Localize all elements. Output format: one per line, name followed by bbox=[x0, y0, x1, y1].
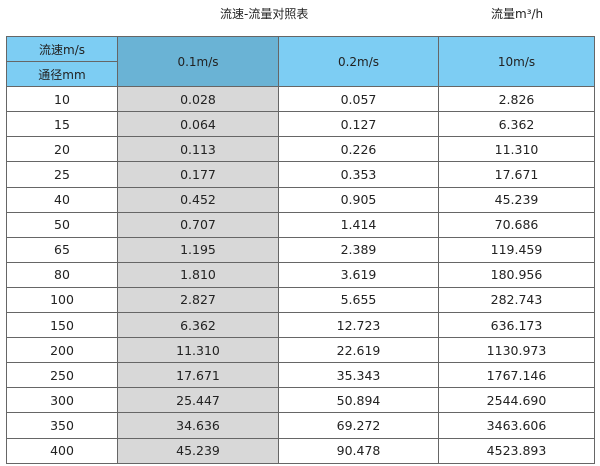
flow-cell: 636.173 bbox=[438, 312, 595, 339]
diameter-cell: 100 bbox=[6, 286, 118, 314]
flow-cell: 0.226 bbox=[278, 136, 439, 163]
velocity-header: 流速m/s bbox=[6, 35, 118, 63]
flow-cell: 1.810 bbox=[117, 261, 279, 288]
flow-cell: 6.362 bbox=[438, 111, 595, 138]
diameter-cell: 20 bbox=[6, 136, 118, 163]
flow-cell: 45.239 bbox=[438, 186, 595, 213]
flow-cell: 1130.973 bbox=[438, 337, 595, 364]
flow-cell: 35.343 bbox=[278, 362, 439, 389]
flow-cell: 22.619 bbox=[278, 337, 439, 364]
flow-cell: 50.894 bbox=[278, 387, 439, 414]
diameter-header: 通径mm bbox=[6, 61, 118, 88]
diameter-cell: 40 bbox=[6, 186, 118, 213]
flow-cell: 25.447 bbox=[117, 387, 279, 414]
flow-cell: 6.362 bbox=[117, 312, 279, 339]
table-row: 100 2.827 5.655 282.743 bbox=[6, 286, 595, 314]
table-row: 50 0.707 1.414 70.686 bbox=[6, 211, 595, 238]
diameter-cell: 80 bbox=[6, 261, 118, 288]
flow-cell: 2.827 bbox=[117, 286, 279, 314]
flow-cell: 0.057 bbox=[278, 86, 439, 113]
flow-cell: 0.127 bbox=[278, 111, 439, 138]
unit-label: 流量m³/h bbox=[491, 7, 544, 21]
flow-cell: 0.177 bbox=[117, 161, 279, 188]
flow-cell: 0.707 bbox=[117, 211, 279, 238]
flow-cell: 17.671 bbox=[438, 161, 595, 188]
diameter-cell: 15 bbox=[6, 111, 118, 138]
flow-cell: 2.389 bbox=[278, 236, 439, 263]
table-row: 10 0.028 0.057 2.826 bbox=[6, 86, 595, 113]
header-row: 通径mm bbox=[6, 61, 595, 88]
flow-cell: 1.195 bbox=[117, 236, 279, 263]
header-row: 流速m/s 0.1m/s 0.2m/s 10m/s bbox=[6, 35, 595, 88]
flow-cell: 0.064 bbox=[117, 111, 279, 138]
table-row: 20 0.113 0.226 11.310 bbox=[6, 136, 595, 163]
diameter-cell: 400 bbox=[6, 437, 118, 464]
diameter-cell: 50 bbox=[6, 211, 118, 238]
table-row: 200 11.310 22.619 1130.973 bbox=[6, 337, 595, 364]
flow-cell: 180.956 bbox=[438, 261, 595, 288]
flow-cell: 3.619 bbox=[278, 261, 439, 288]
table-row: 250 17.671 35.343 1767.146 bbox=[6, 362, 595, 389]
table-row: 300 25.447 50.894 2544.690 bbox=[6, 387, 595, 414]
diameter-cell: 200 bbox=[6, 337, 118, 364]
flow-rate-table: 流速m/s 0.1m/s 0.2m/s 10m/s 通径mm 10 0.028 0.… bbox=[6, 35, 595, 464]
flow-cell: 0.353 bbox=[278, 161, 439, 188]
table-row: 25 0.177 0.353 17.671 bbox=[6, 161, 595, 188]
table-title: 流速-流量对照表 bbox=[220, 7, 309, 21]
flow-cell: 2544.690 bbox=[438, 387, 595, 414]
diameter-cell: 25 bbox=[6, 161, 118, 188]
column-header: 0.1m/s bbox=[117, 35, 279, 88]
column-header: 0.2m/s bbox=[278, 35, 439, 88]
diameter-cell: 350 bbox=[6, 412, 118, 439]
flow-cell: 119.459 bbox=[438, 236, 595, 263]
flow-cell: 1767.146 bbox=[438, 362, 595, 389]
flow-cell: 70.686 bbox=[438, 211, 595, 238]
flow-cell: 11.310 bbox=[117, 337, 279, 364]
flow-cell: 0.905 bbox=[278, 186, 439, 213]
flow-cell: 1.414 bbox=[278, 211, 439, 238]
flow-cell: 0.452 bbox=[117, 186, 279, 213]
table-row: 400 45.239 90.478 4523.893 bbox=[6, 437, 595, 464]
diameter-cell: 300 bbox=[6, 387, 118, 414]
table-row: 350 34.636 69.272 3463.606 bbox=[6, 412, 595, 439]
diameter-cell: 250 bbox=[6, 362, 118, 389]
flow-cell: 282.743 bbox=[438, 286, 595, 314]
flow-cell: 3463.606 bbox=[438, 412, 595, 439]
flow-cell: 17.671 bbox=[117, 362, 279, 389]
flow-cell: 4523.893 bbox=[438, 437, 595, 464]
flow-cell: 34.636 bbox=[117, 412, 279, 439]
table-row: 65 1.195 2.389 119.459 bbox=[6, 236, 595, 263]
flow-cell: 11.310 bbox=[438, 136, 595, 163]
column-header: 10m/s bbox=[438, 35, 595, 88]
diameter-cell: 65 bbox=[6, 236, 118, 263]
table-row: 15 0.064 0.127 6.362 bbox=[6, 111, 595, 138]
diameter-cell: 10 bbox=[6, 86, 118, 113]
flow-cell: 90.478 bbox=[278, 437, 439, 464]
table-row: 80 1.810 3.619 180.956 bbox=[6, 261, 595, 288]
flow-cell: 69.272 bbox=[278, 412, 439, 439]
flow-cell: 12.723 bbox=[278, 312, 439, 339]
flow-cell: 5.655 bbox=[278, 286, 439, 314]
diameter-cell: 150 bbox=[6, 312, 118, 339]
flow-cell: 2.826 bbox=[438, 86, 595, 113]
table-row: 150 6.362 12.723 636.173 bbox=[6, 312, 595, 339]
flow-cell: 0.113 bbox=[117, 136, 279, 163]
flow-cell: 0.028 bbox=[117, 86, 279, 113]
table-row: 40 0.452 0.905 45.239 bbox=[6, 186, 595, 213]
flow-cell: 45.239 bbox=[117, 437, 279, 464]
